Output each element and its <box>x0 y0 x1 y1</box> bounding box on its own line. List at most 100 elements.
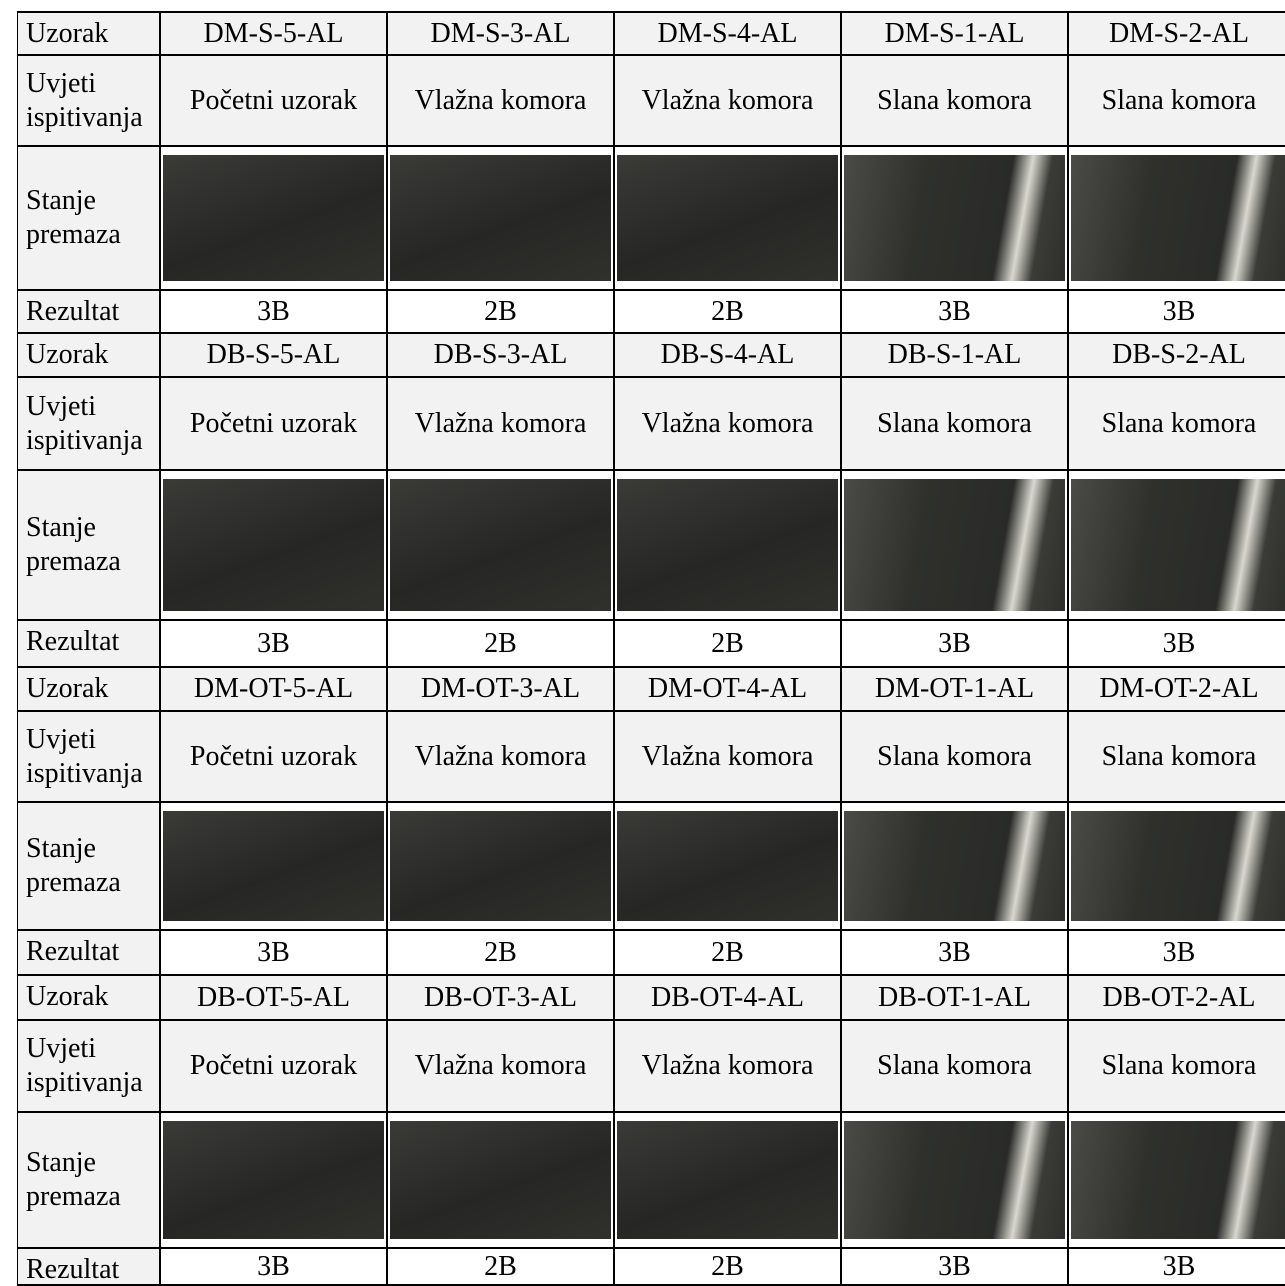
sample-photo <box>617 155 838 281</box>
condition: Početni uzorak <box>189 1050 358 1081</box>
condition-cell: Početni uzorak <box>160 711 387 802</box>
sample-photo <box>1071 155 1285 281</box>
sample-cell: DB-S-5-AL <box>160 333 387 377</box>
row-label-line: premaza <box>26 867 121 898</box>
condition: Slana komora <box>1101 407 1257 439</box>
sample-cell: DM-S-3-AL <box>387 12 614 55</box>
row-label-line: Uvjeti <box>26 390 96 422</box>
sample: DM-S-1-AL <box>884 17 1025 49</box>
result: 3B <box>257 627 290 659</box>
condition-cell: Vlažna komora <box>614 55 841 146</box>
photo-cell <box>387 802 614 930</box>
result: 2B <box>484 627 517 659</box>
sample: DM-OT-2-AL <box>1099 673 1259 704</box>
sample-cell: DB-S-3-AL <box>387 333 614 377</box>
sample-photo <box>844 479 1065 611</box>
photo-cell <box>387 1112 614 1248</box>
sample-photo <box>844 811 1065 921</box>
row-label-line: Stanje <box>26 1147 96 1178</box>
photo-cell <box>614 802 841 930</box>
row-label: Rezultat <box>17 1248 160 1286</box>
sample-photo <box>390 155 611 281</box>
sample: DM-S-3-AL <box>430 17 571 49</box>
row-label-text: Uzorak <box>26 18 109 49</box>
sample: DM-OT-1-AL <box>874 673 1035 704</box>
sample-cell: DM-OT-2-AL <box>1068 667 1285 711</box>
condition: Slana komora <box>1101 84 1257 116</box>
row-label: Uzorak <box>17 975 160 1020</box>
condition: Slana komora <box>1101 740 1257 772</box>
condition-cell: Vlažna komora <box>614 377 841 470</box>
condition-cell: Slana komora <box>1068 711 1285 802</box>
sample-photo <box>844 1121 1065 1239</box>
sample: DM-S-4-AL <box>657 17 798 49</box>
result-cell: 2B <box>387 620 614 667</box>
row-label-line: Stanje <box>26 512 96 543</box>
result: 3B <box>1162 1251 1196 1282</box>
row-label-text: Uzorak <box>26 981 109 1012</box>
sample: DB-OT-1-AL <box>878 981 1031 1013</box>
result-cell: 3B <box>160 1248 387 1286</box>
sample-cell: DB-OT-2-AL <box>1068 975 1285 1020</box>
sample-photo <box>617 1121 838 1239</box>
sample: DB-S-1-AL <box>887 339 1022 370</box>
row-label-line: premaza <box>26 219 121 250</box>
sample-cell: DB-OT-1-AL <box>841 975 1068 1020</box>
result: 3B <box>938 627 971 659</box>
row-label: Uvjeti ispitivanja <box>17 377 160 470</box>
row-label: Uzorak <box>17 12 160 55</box>
sample-photo <box>617 479 838 611</box>
row-label-text: Rezultat <box>26 1254 120 1285</box>
row-label: Rezultat <box>17 290 160 333</box>
photo-cell <box>387 470 614 620</box>
photo-cell <box>160 146 387 290</box>
condition: Vlažna komora <box>641 407 814 439</box>
row-label-line: Uvjeti <box>26 67 96 99</box>
sample-photo <box>163 1121 384 1239</box>
row-label: Uvjeti ispitivanja <box>17 711 160 802</box>
condition: Vlažna komora <box>414 1050 587 1081</box>
row-label-text: Rezultat <box>26 626 120 657</box>
result: 3B <box>938 936 971 968</box>
row-label-text: Uzorak <box>26 339 109 370</box>
photo-cell <box>841 802 1068 930</box>
sample-cell: DM-OT-3-AL <box>387 667 614 711</box>
condition-cell: Vlažna komora <box>387 711 614 802</box>
condition: Vlažna komora <box>414 407 587 439</box>
sample-photo <box>1071 1121 1285 1239</box>
row-label-text: Rezultat <box>26 296 120 327</box>
row-label: Uzorak <box>17 667 160 711</box>
result-cell: 3B <box>1068 930 1285 975</box>
condition-cell: Slana komora <box>841 55 1068 146</box>
sample-photo <box>844 155 1065 281</box>
result-cell: 3B <box>160 930 387 975</box>
sample-photo <box>163 479 384 611</box>
photo-cell <box>1068 1112 1285 1248</box>
sample-photo <box>390 479 611 611</box>
row-label: Stanje premaza <box>17 802 160 930</box>
result: 2B <box>484 936 517 968</box>
sample-photo <box>1071 479 1285 611</box>
row-label: Uvjeti ispitivanja <box>17 1020 160 1112</box>
result: 2B <box>484 295 517 327</box>
sample-cell: DB-OT-3-AL <box>387 975 614 1020</box>
result-cell: 2B <box>614 1248 841 1286</box>
photo-cell <box>1068 802 1285 930</box>
row-label: Stanje premaza <box>17 1112 160 1248</box>
result-cell: 3B <box>1068 290 1285 333</box>
condition: Početni uzorak <box>189 740 358 772</box>
row-label-text: Rezultat <box>26 936 120 967</box>
condition-cell: Početni uzorak <box>160 1020 387 1112</box>
condition-cell: Slana komora <box>841 1020 1068 1112</box>
sample-photo <box>390 1121 611 1239</box>
result-cell: 2B <box>387 290 614 333</box>
sample: DB-S-3-AL <box>433 339 568 370</box>
result: 3B <box>1162 295 1196 327</box>
photo-cell <box>614 1112 841 1248</box>
sample-cell: DM-S-4-AL <box>614 12 841 55</box>
result-cell: 2B <box>387 930 614 975</box>
result-cell: 3B <box>841 1248 1068 1286</box>
result-cell: 2B <box>614 620 841 667</box>
row-label: Rezultat <box>17 930 160 975</box>
row-label-line: Uvjeti <box>26 1033 96 1064</box>
